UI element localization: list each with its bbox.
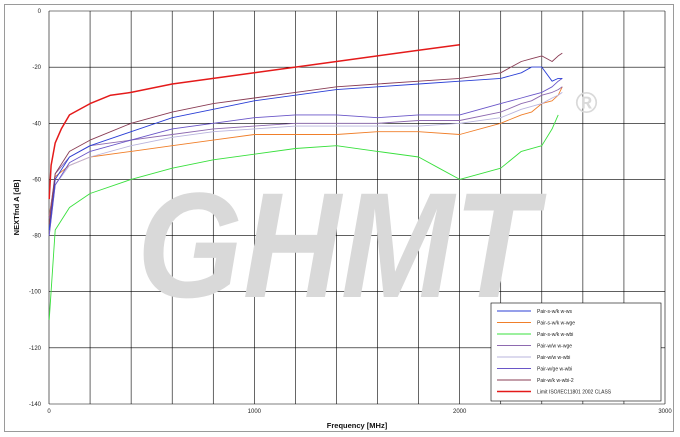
watermark-text: GHMT (137, 161, 547, 329)
y-tick-label: -140 (29, 402, 42, 408)
x-tick-label: 2000 (453, 409, 467, 415)
legend: Pair-s-w/k w-ws Pair-s-w/k w-wge Pair-s-w/… (490, 302, 662, 402)
series-line-3 (48, 114, 559, 320)
legend-label: Pair-s-w/k w-wbi (537, 332, 573, 338)
chart: GHMT ® 0 -20 -40 -60 -80 -100 -120 -140 0 1000 200… (12, 9, 672, 430)
series-layer (48, 43, 563, 320)
watermark-registered-mark: ® (575, 87, 598, 120)
chart-frame: GHMT ® 0 -20 -40 -60 -80 -100 -120 -140 0 1000 200… (4, 4, 674, 432)
x-tick-label: 0 (47, 409, 51, 415)
x-tick-label: 1000 (248, 409, 262, 415)
y-tick-label: -60 (32, 177, 41, 183)
legend-label: Pair-s-w/k w-wge (537, 320, 575, 326)
y-axis-title: NEXTfnd A [dB] (12, 179, 21, 235)
legend-label: Pair-w/w w-wbi (537, 355, 570, 361)
legend-label: Pair-w/ge w-wbi (537, 366, 572, 372)
y-tick-label: -80 (32, 234, 41, 240)
series-line-4 (48, 86, 563, 219)
y-tick-label: -120 (29, 346, 42, 352)
grid (48, 10, 666, 405)
y-tick-label: 0 (38, 9, 42, 15)
legend-label: Pair-s-w/k w-ws (537, 309, 572, 315)
axes: 0 -20 -40 -60 -80 -100 -120 -140 0 1000 2000 3000 (29, 9, 672, 415)
series-line-2 (48, 86, 563, 216)
legend-box (490, 302, 662, 402)
x-tick-label: 3000 (658, 409, 672, 415)
series-line-6 (48, 78, 563, 236)
series-line-5 (48, 92, 563, 236)
legend-label: Pair-w/k w-wbi-2 (537, 378, 574, 384)
legend-label: Pair-w/w w-wge (537, 343, 572, 349)
series-line-7 (48, 52, 563, 225)
legend-label: Limit ISO/IEC11801 2002 CLASS (537, 389, 612, 395)
y-tick-label: -20 (32, 65, 41, 71)
series-line-8 (48, 43, 460, 200)
x-axis-title: Frequency [MHz] (327, 421, 388, 430)
y-tick-label: -40 (32, 121, 41, 127)
watermark: GHMT ® (137, 87, 598, 329)
series-line-1 (48, 66, 563, 231)
y-tick-label: -100 (29, 290, 42, 296)
